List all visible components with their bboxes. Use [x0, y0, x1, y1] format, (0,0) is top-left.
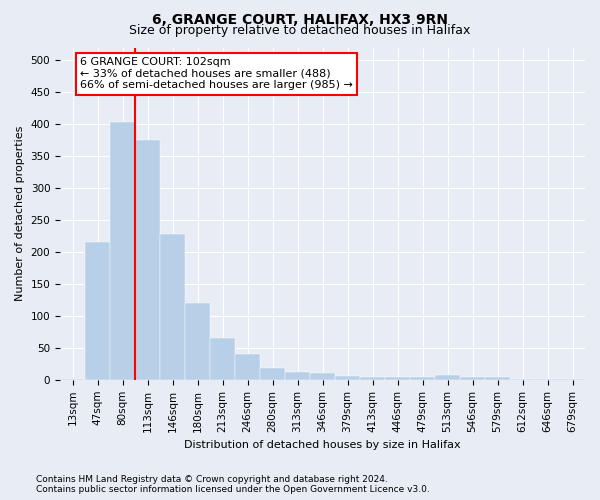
Bar — [535, 378, 560, 380]
Text: 6, GRANGE COURT, HALIFAX, HX3 9RN: 6, GRANGE COURT, HALIFAX, HX3 9RN — [152, 12, 448, 26]
Y-axis label: Number of detached properties: Number of detached properties — [15, 126, 25, 302]
Bar — [135, 140, 160, 380]
Bar — [235, 354, 260, 380]
Bar — [210, 338, 235, 380]
Bar — [110, 122, 135, 380]
Bar — [460, 378, 485, 380]
Bar — [285, 372, 310, 380]
Bar — [410, 378, 435, 380]
Bar — [560, 378, 585, 380]
Bar — [60, 378, 85, 380]
Bar — [435, 374, 460, 380]
Text: Contains HM Land Registry data © Crown copyright and database right 2024.: Contains HM Land Registry data © Crown c… — [36, 476, 388, 484]
Text: 6 GRANGE COURT: 102sqm
← 33% of detached houses are smaller (488)
66% of semi-de: 6 GRANGE COURT: 102sqm ← 33% of detached… — [80, 57, 353, 90]
Bar — [385, 378, 410, 380]
Text: Contains public sector information licensed under the Open Government Licence v3: Contains public sector information licen… — [36, 486, 430, 494]
Bar — [185, 303, 210, 380]
Bar — [85, 242, 110, 380]
X-axis label: Distribution of detached houses by size in Halifax: Distribution of detached houses by size … — [184, 440, 461, 450]
Text: Size of property relative to detached houses in Halifax: Size of property relative to detached ho… — [130, 24, 470, 37]
Bar — [260, 368, 285, 380]
Bar — [310, 374, 335, 380]
Bar — [485, 378, 510, 380]
Bar — [160, 234, 185, 380]
Bar — [360, 376, 385, 380]
Bar — [510, 378, 535, 380]
Bar — [335, 376, 360, 380]
